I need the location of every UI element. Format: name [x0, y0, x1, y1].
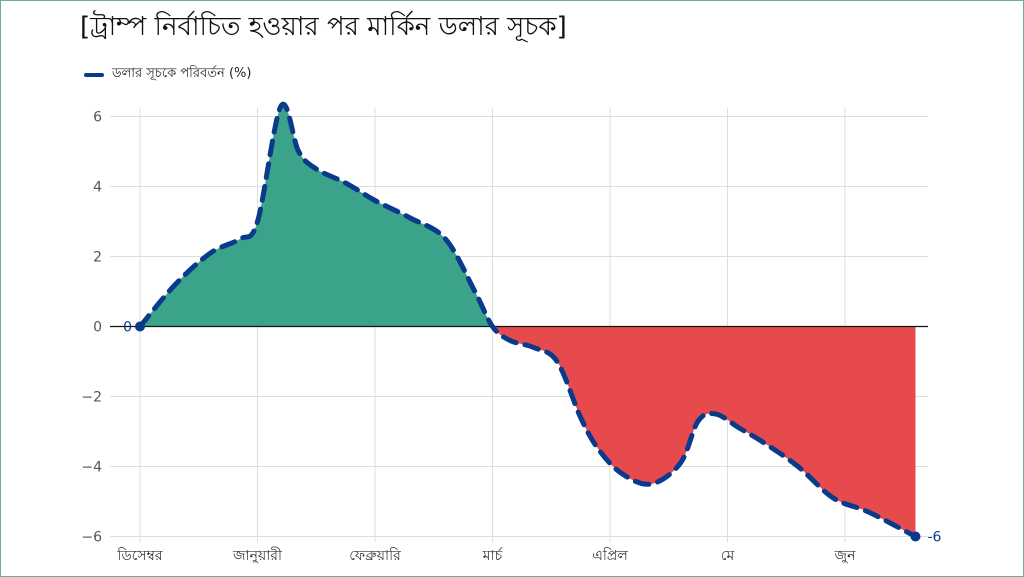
- start-point: [135, 321, 145, 332]
- end-value-label: -6: [928, 530, 942, 546]
- legend-label: ডলার সূচকে পরিবর্তন (%): [112, 66, 252, 81]
- series-line: [137, 101, 918, 539]
- legend-swatch-line: [84, 72, 104, 77]
- area-positive: [140, 104, 916, 327]
- y-tick-label: 4: [93, 180, 102, 196]
- x-tick-label: মার্চ: [482, 547, 503, 564]
- legend: ডলার সূচকে পরিবর্তন (%): [84, 64, 251, 85]
- y-tick-label: −6: [81, 530, 102, 546]
- y-tick-label: 2: [93, 250, 102, 266]
- x-tick-label: ডিসেম্বর: [116, 547, 162, 564]
- end-point: [910, 531, 921, 542]
- y-tick-label: 0: [93, 320, 102, 336]
- x-tick-label: মে: [721, 548, 735, 564]
- chart-title: [ট্রাম্প নির্বাচিত হওয়ার পর মার্কিন ডলা…: [80, 12, 567, 42]
- x-tick-label: জানুয়ারী: [232, 547, 283, 564]
- y-tick-label: 6: [93, 110, 102, 126]
- x-tick-label: ফেব্রুয়ারি: [349, 547, 401, 564]
- x-tick-label: জুন: [834, 548, 857, 564]
- start-value-label: 0: [123, 320, 132, 336]
- y-tick-label: −4: [81, 460, 102, 476]
- x-tick-label: এপ্রিল: [592, 547, 628, 564]
- area-negative: [140, 326, 916, 537]
- y-tick-label: −2: [81, 390, 102, 406]
